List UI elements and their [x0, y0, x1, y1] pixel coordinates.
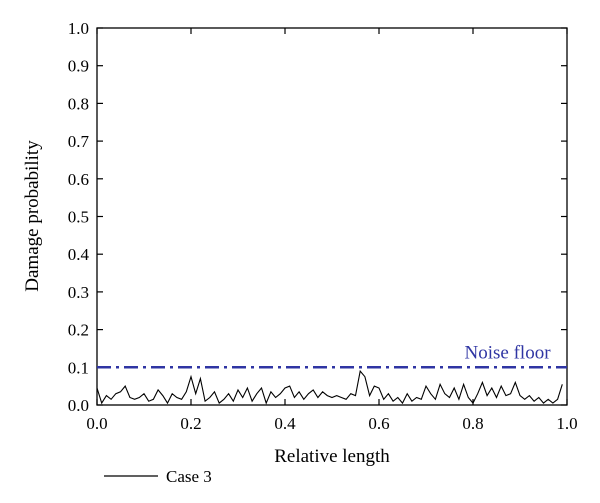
y-tick-label: 0.2 — [68, 321, 89, 340]
noise-floor-label: Noise floor — [465, 342, 552, 363]
y-tick-label: 0.0 — [68, 396, 89, 415]
x-tick-label: 1.0 — [556, 414, 577, 433]
y-tick-label: 0.8 — [68, 94, 89, 113]
legend-label-case-3: Case 3 — [166, 467, 212, 486]
y-tick-label: 0.3 — [68, 283, 89, 302]
tick-marks — [96, 27, 568, 406]
y-tick-label: 0.4 — [68, 245, 90, 264]
x-tick-label: 0.6 — [368, 414, 389, 433]
legend: Case 3 — [104, 467, 212, 486]
x-tick-label: 0.0 — [86, 414, 107, 433]
tick-labels: 0.0 0.2 0.4 0.6 0.8 1.0 0.0 0.1 0.2 0.3 0.4 0.5 0.6 0… — [68, 19, 578, 433]
x-tick-label: 0.8 — [462, 414, 483, 433]
y-axis-label: Damage probability — [22, 140, 43, 292]
series-line-case-3 — [96, 369, 563, 405]
y-tick-label: 1.0 — [68, 19, 89, 38]
y-tick-label: 0.5 — [68, 208, 89, 227]
x-tick-label: 0.2 — [180, 414, 201, 433]
y-tick-label: 0.7 — [68, 132, 90, 151]
y-tick-label: 0.1 — [68, 358, 89, 377]
x-axis-label: Relative length — [274, 446, 390, 467]
y-tick-label: 0.6 — [68, 170, 89, 189]
x-tick-label: 0.4 — [274, 414, 296, 433]
y-tick-label: 0.9 — [68, 57, 89, 76]
